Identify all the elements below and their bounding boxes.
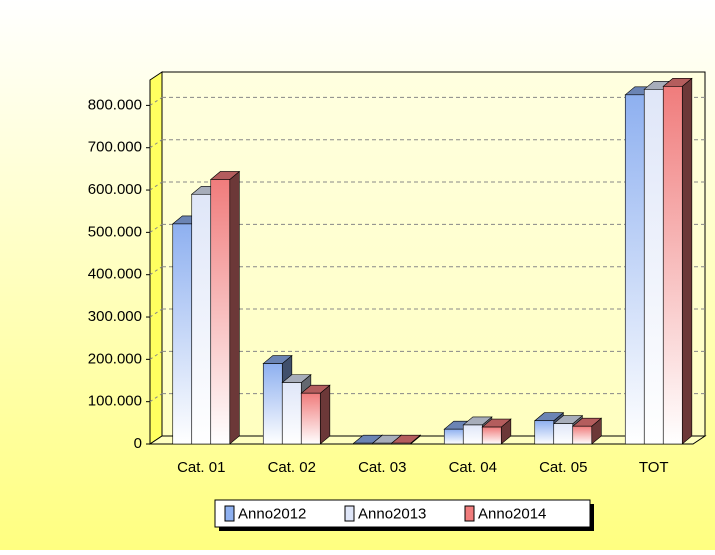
y-tick-label: 300.000 — [88, 308, 142, 325]
bar — [572, 425, 593, 445]
bar-3d — [209, 170, 241, 445]
grid-line — [149, 181, 163, 191]
legend-label: Anno2014 — [478, 505, 546, 522]
x-tick-label: Cat. 05 — [539, 459, 587, 476]
y-tick-label: 500.000 — [88, 223, 142, 240]
bar — [372, 442, 393, 445]
side-wall — [149, 71, 163, 445]
grid-line — [149, 308, 163, 318]
x-tick-label: Cat. 01 — [177, 459, 225, 476]
legend-label: Anno2012 — [238, 505, 306, 522]
y-tick-label: 200.000 — [88, 350, 142, 367]
x-tick-label: TOT — [639, 459, 669, 476]
bar-3d — [481, 418, 512, 445]
bar-3d — [390, 434, 422, 445]
grid-line — [149, 266, 163, 276]
grid-line — [149, 139, 163, 149]
bar — [391, 442, 412, 445]
bar-3d — [571, 417, 603, 445]
bar — [643, 89, 664, 445]
bar — [262, 363, 283, 445]
bar — [553, 423, 574, 445]
y-tick-label: 400.000 — [88, 266, 142, 283]
bar — [281, 382, 302, 445]
legend-swatch — [224, 505, 235, 522]
bar — [624, 94, 645, 445]
y-tick-label: 100.000 — [88, 393, 142, 410]
bar-side — [681, 77, 693, 445]
y-tick-label: 700.000 — [88, 139, 142, 156]
grid-line — [149, 393, 163, 403]
bar — [443, 428, 464, 445]
y-tick-label: 600.000 — [88, 181, 142, 198]
x-tick-label: Cat. 02 — [268, 459, 316, 476]
back-wall — [161, 71, 706, 437]
bar — [210, 179, 231, 445]
bar — [172, 223, 193, 445]
bar — [534, 420, 555, 445]
bar-side — [229, 170, 240, 445]
bar-3d — [300, 384, 331, 445]
x-tick-label: Cat. 04 — [449, 459, 497, 476]
grid-line — [149, 350, 163, 360]
bar — [353, 442, 374, 445]
bar — [191, 193, 212, 445]
bar-side — [319, 384, 331, 445]
bar — [481, 426, 502, 445]
legend-swatch — [464, 505, 475, 522]
legend — [214, 499, 591, 528]
bar-3d — [662, 77, 693, 445]
bar — [462, 424, 483, 445]
grid-line — [149, 96, 163, 106]
x-tick-label: Cat. 03 — [358, 459, 406, 476]
legend-swatch — [344, 505, 355, 522]
grid-line — [149, 223, 163, 233]
legend-label: Anno2013 — [358, 505, 426, 522]
bar — [300, 392, 321, 445]
bar — [662, 86, 683, 445]
y-tick-label: 0 — [134, 435, 142, 452]
y-tick-label: 800.000 — [88, 96, 142, 113]
